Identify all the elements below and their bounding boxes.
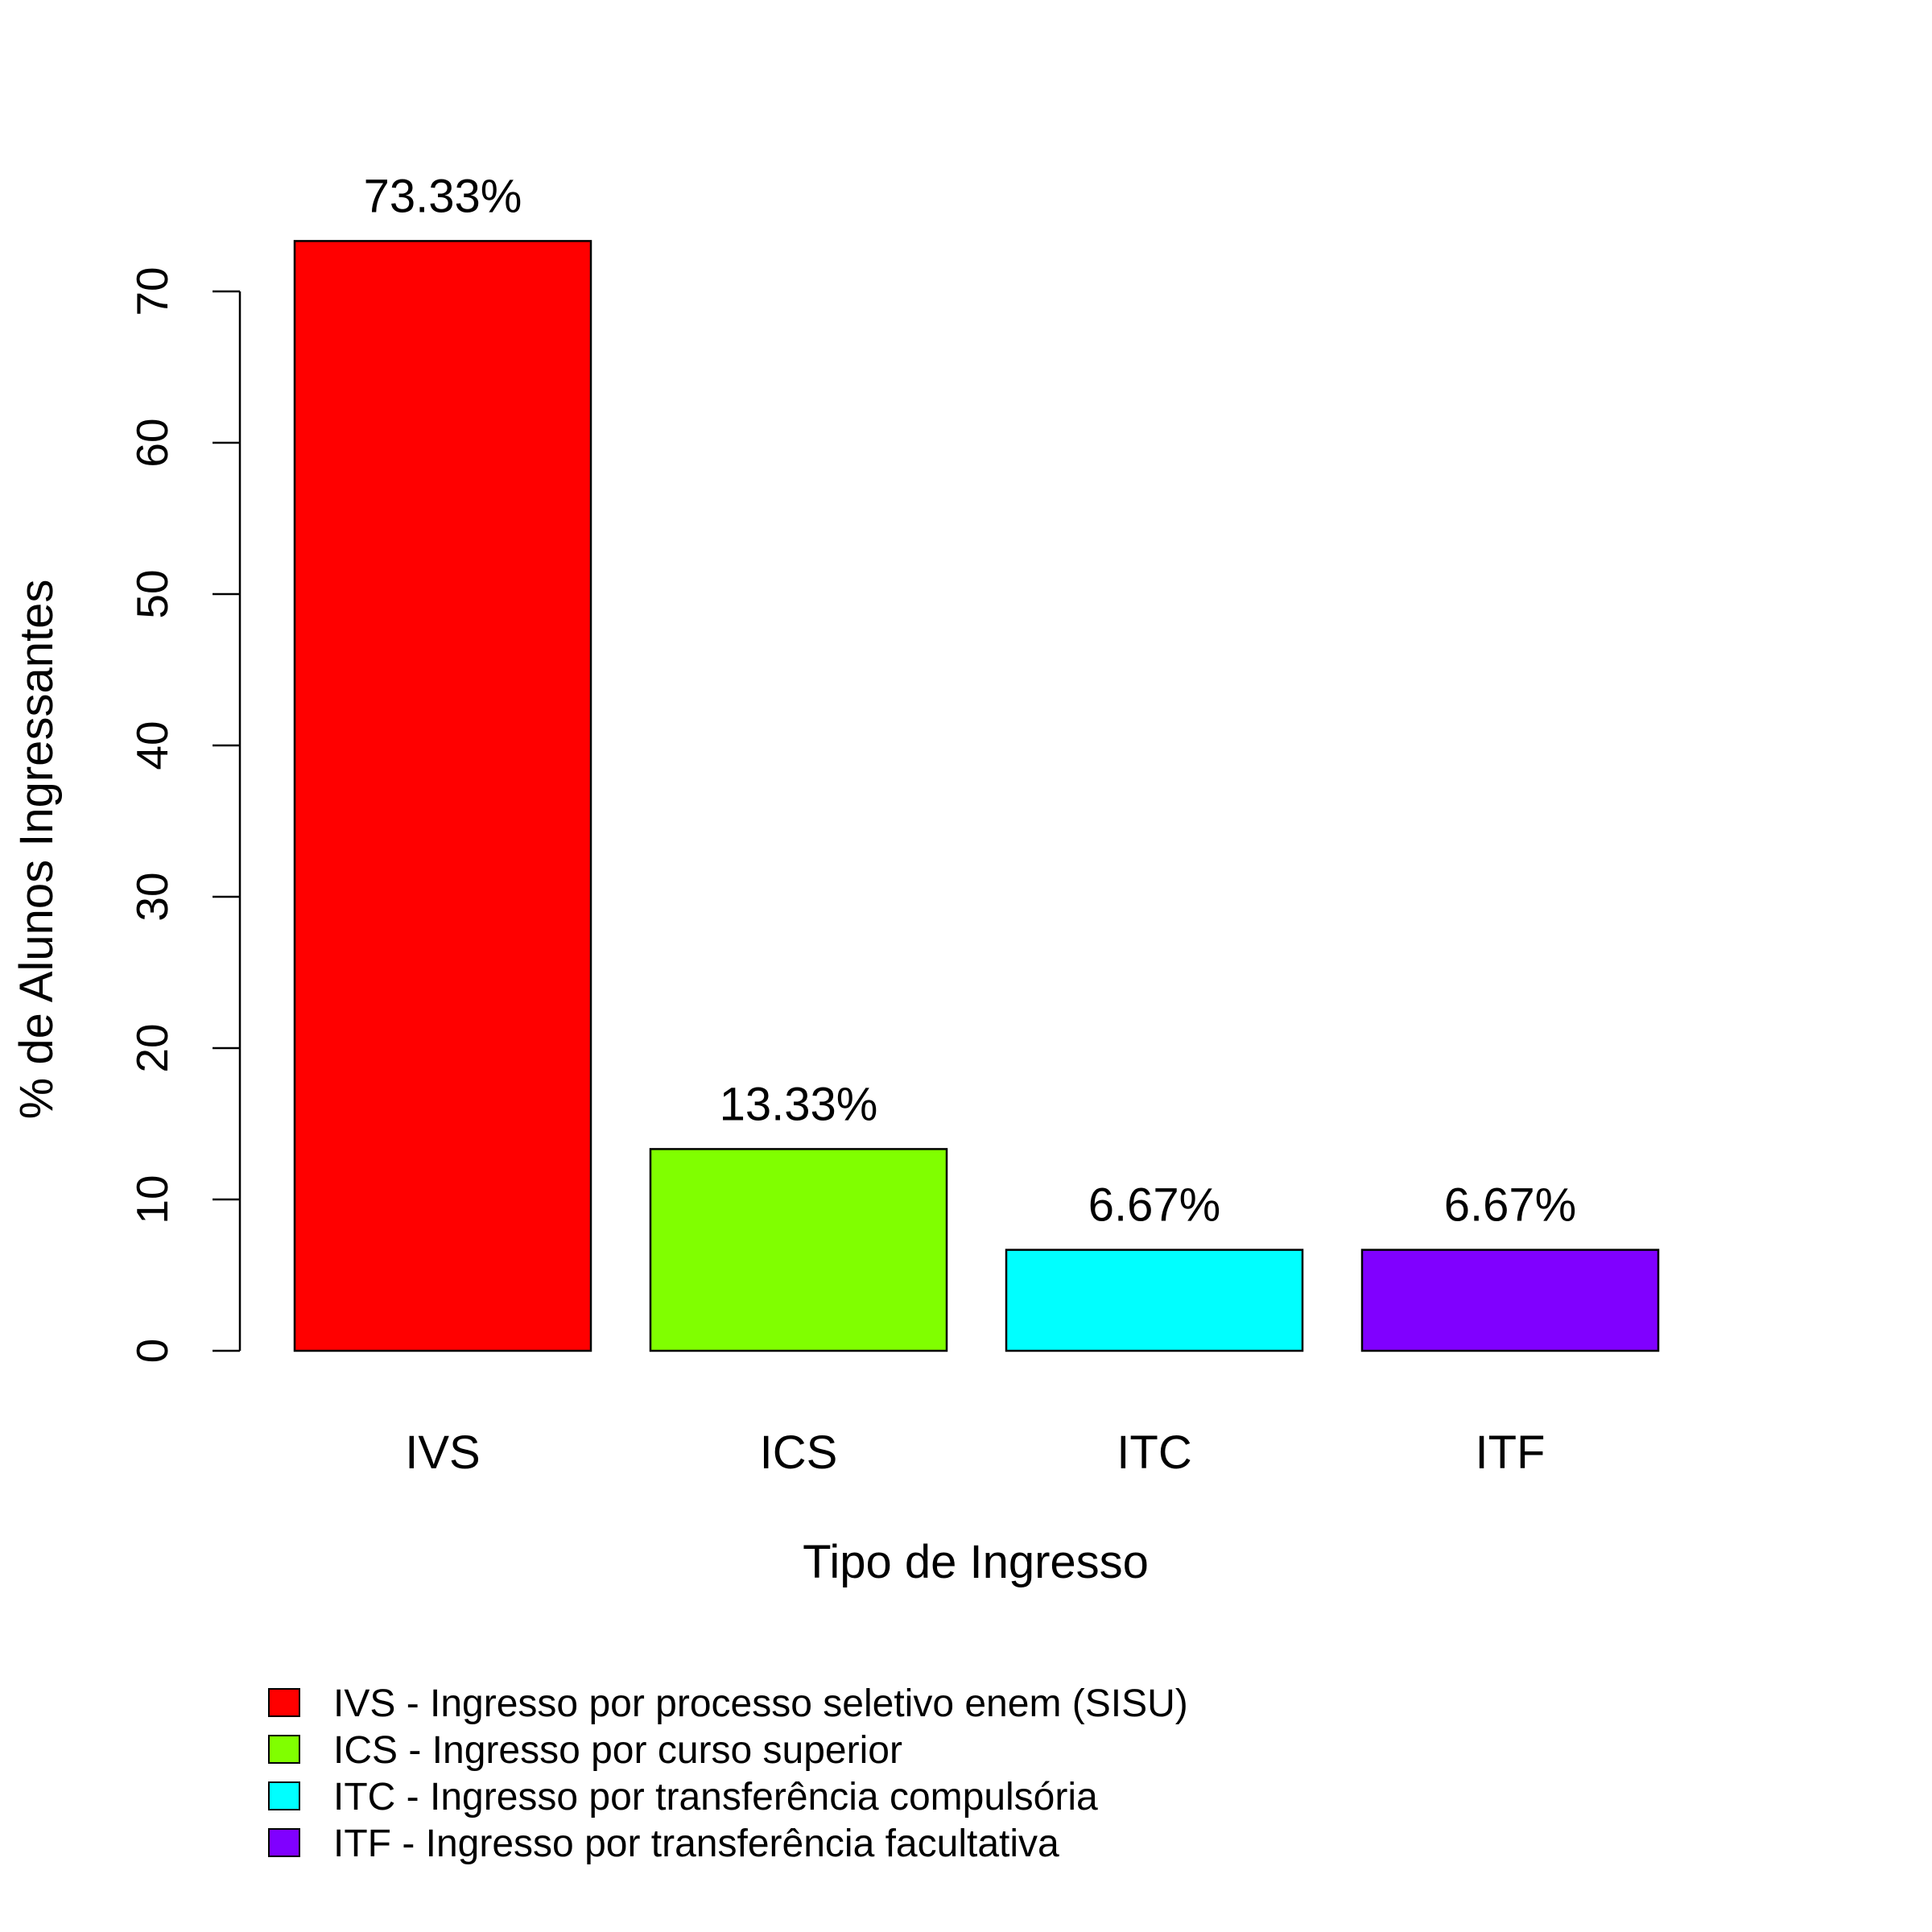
y-tick-label: 70 — [127, 266, 177, 316]
legend: IVS - Ingresso por processo seletivo ene… — [268, 1682, 1188, 1865]
bar-value-label: 6.67% — [1444, 1179, 1576, 1232]
bar-ics — [649, 1148, 948, 1352]
legend-swatch — [268, 1828, 300, 1857]
x-category-label: ITF — [1476, 1426, 1546, 1479]
bar-itf — [1360, 1249, 1660, 1352]
y-tick-label: 50 — [127, 569, 177, 618]
y-tick-label: 60 — [127, 418, 177, 467]
x-category-label: ICS — [760, 1426, 838, 1479]
y-tick-label: 0 — [127, 1339, 177, 1364]
legend-label: ITF - Ingresso por transferência faculta… — [333, 1823, 1059, 1865]
y-tick-label: 20 — [127, 1023, 177, 1072]
legend-swatch — [268, 1735, 300, 1764]
legend-label: IVS - Ingresso por processo seletivo ene… — [333, 1682, 1188, 1725]
x-axis-title: Tipo de Ingresso — [803, 1536, 1149, 1588]
legend-swatch — [268, 1688, 300, 1717]
legend-label: ICS - Ingresso por curso superior — [333, 1729, 902, 1772]
bar-itc — [1005, 1249, 1304, 1352]
bar-ivs — [293, 240, 592, 1352]
y-axis: 0 10 20 30 40 50 60 70 — [127, 266, 242, 1364]
y-tick-label: 40 — [127, 720, 177, 770]
y-tick-label: 30 — [127, 872, 177, 921]
bars — [293, 240, 1660, 1352]
x-category-label: IVS — [405, 1426, 481, 1479]
bar-value-label: 73.33% — [364, 170, 522, 222]
bar-value-label: 6.67% — [1088, 1179, 1220, 1232]
bar-value-label: 13.33% — [720, 1078, 878, 1130]
y-tick-label: 10 — [127, 1174, 177, 1224]
legend-label: ITC - Ingresso por transferência compuls… — [333, 1776, 1098, 1818]
legend-swatch — [268, 1781, 300, 1810]
x-category-label: ITC — [1117, 1426, 1191, 1479]
y-axis-title: % de Alunos Ingressantes — [10, 580, 63, 1120]
bar-labels: 73.33% IVS 13.33% ICS 6.67% ITC 6.67% ITF — [364, 170, 1577, 1479]
